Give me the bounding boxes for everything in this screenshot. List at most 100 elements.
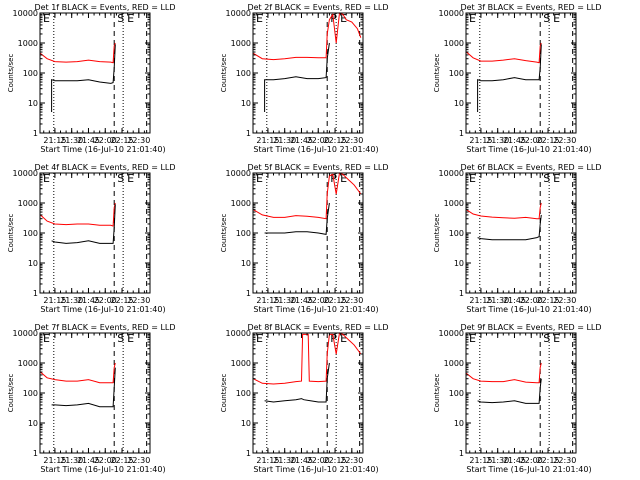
x-axis-label: Start Time (16-Jul-10 21:01:40) [40,305,165,314]
x-tick-label: 21:15 [43,296,66,305]
corner-label: S [117,12,124,25]
corner-label: E [43,172,50,185]
panel-title: Det 1f BLACK = Events, RED = LLD [34,3,175,12]
y-tick-label: 100 [23,229,38,238]
y-tick-label: 1 [246,129,251,138]
y-tick-label: 1000 [231,199,251,208]
y-tick-label: 100 [23,389,38,398]
x-tick-label: 22:30 [127,456,150,465]
panel-title: Det 8f BLACK = Events, RED = LLD [247,323,388,332]
y-tick-label: 1 [33,449,38,458]
x-tick-label: 21:15 [469,136,492,145]
corner-label: E [256,332,263,345]
x-tick-label: 22:30 [127,296,150,305]
corner-label: E [469,172,476,185]
events-series-line [51,44,116,112]
x-tick-label: 21:45 [503,136,526,145]
y-tick-label: 1 [246,449,251,458]
x-axis-label: Start Time (16-Jul-10 21:01:40) [466,145,591,154]
lld-series-line [466,42,542,64]
x-tick-label: 22:00 [520,456,543,465]
x-tick-label: 21:30 [273,456,296,465]
y-tick-label: 10 [454,419,464,428]
corner-label: E [340,12,347,25]
y-tick-label: 10 [241,99,251,108]
x-tick-label: 22:30 [340,136,363,145]
y-tick-label: 1000 [444,39,464,48]
x-axis-label: Start Time (16-Jul-10 21:01:40) [40,465,165,474]
y-tick-label: 100 [449,389,464,398]
lld-series-line [40,362,116,384]
corner-label: E [256,12,263,25]
x-tick-label: 22:00 [94,456,117,465]
y-tick-label: 1 [459,449,464,458]
corner-label: E [256,172,263,185]
y-tick-label: 10000 [226,329,251,338]
x-tick-label: 21:45 [503,296,526,305]
y-tick-label: 1000 [18,199,38,208]
y-tick-label: 1000 [18,359,38,368]
y-tick-label: 1000 [231,39,251,48]
y-tick-label: 10000 [439,169,464,178]
y-tick-label: 10 [454,259,464,268]
x-tick-label: 22:30 [553,296,576,305]
y-tick-label: 100 [449,229,464,238]
y-axis-label: Counts/sec [7,54,15,93]
corner-label: S [117,332,124,345]
y-axis-label: Counts/sec [220,54,228,93]
y-axis-label: Counts/sec [433,54,441,93]
x-tick-label: 21:30 [486,456,509,465]
x-tick-label: 21:45 [77,456,100,465]
events-series-line [477,378,542,404]
x-axis-label: Start Time (16-Jul-10 21:01:40) [253,145,378,154]
plot-frame [39,332,151,454]
plot-frame [252,332,364,454]
x-tick-label: 22:30 [127,136,150,145]
x-tick-label: 22:30 [553,136,576,145]
x-tick-label: 21:45 [290,296,313,305]
x-tick-label: 21:15 [256,296,279,305]
x-tick-label: 22:00 [94,136,117,145]
corner-label: S [543,332,550,345]
x-tick-label: 21:30 [60,296,83,305]
events-series-line [477,44,542,112]
x-tick-label: 22:15 [324,136,347,145]
events-series-line [264,202,330,235]
y-tick-label: 10 [241,419,251,428]
y-tick-label: 10000 [13,169,38,178]
y-axis-label: Counts/sec [7,374,15,413]
lld-series-line [40,202,116,227]
corner-label: E [127,12,134,25]
x-tick-label: 21:30 [273,136,296,145]
x-tick-label: 21:15 [256,456,279,465]
y-tick-label: 10 [28,419,38,428]
y-tick-label: 10000 [439,329,464,338]
events-series-line [264,42,330,112]
y-tick-label: 100 [236,69,251,78]
x-tick-label: 22:15 [537,136,560,145]
y-tick-label: 10000 [226,9,251,18]
x-tick-label: 22:15 [324,456,347,465]
y-tick-label: 1000 [231,359,251,368]
corner-label: E [43,332,50,345]
panel-title: Det 7f BLACK = Events, RED = LLD [34,323,175,332]
y-tick-label: 100 [236,229,251,238]
x-tick-label: 22:30 [340,296,363,305]
x-tick-label: 21:15 [256,136,279,145]
x-tick-label: 21:30 [60,456,83,465]
corner-label: E [553,12,560,25]
y-tick-label: 1 [459,129,464,138]
plot-frame [465,172,577,294]
corner-label: E [553,172,560,185]
y-axis-label: Counts/sec [433,214,441,253]
lld-series-line [253,12,362,61]
plot-frame [39,172,151,294]
x-tick-label: 22:00 [94,296,117,305]
plot-frame [465,332,577,454]
y-tick-label: 1000 [444,199,464,208]
y-tick-label: 1 [459,289,464,298]
